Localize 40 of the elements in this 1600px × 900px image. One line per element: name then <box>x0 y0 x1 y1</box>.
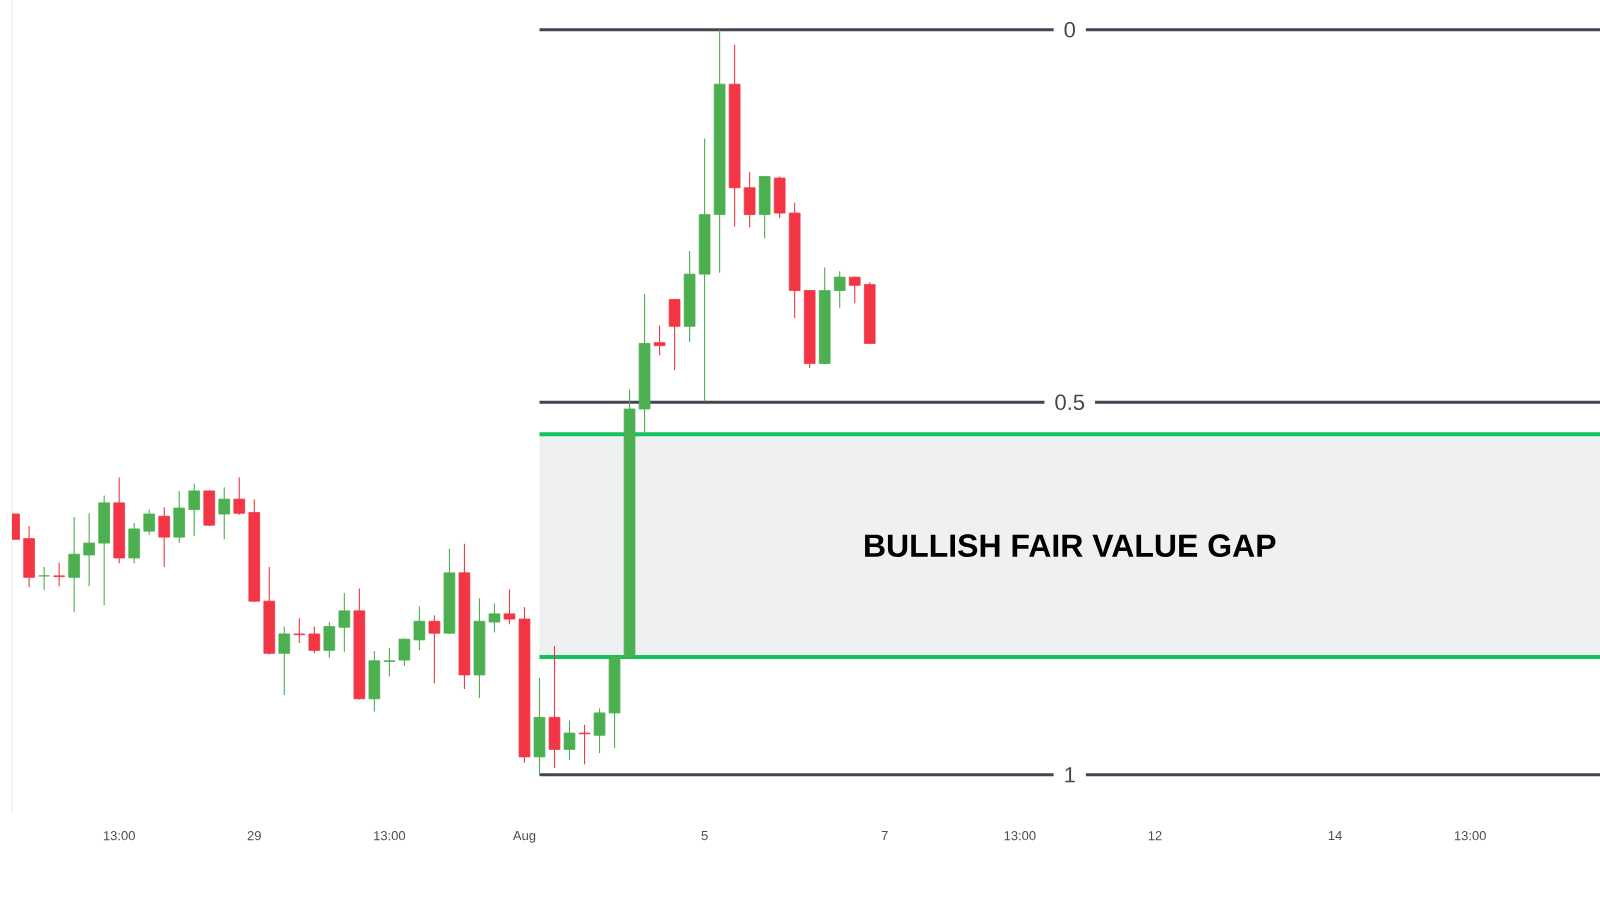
candlestick <box>428 614 441 684</box>
candlestick <box>503 588 516 625</box>
ref-line-label: 0 <box>1064 22 1075 38</box>
x-tick-label: 14 <box>1328 831 1342 841</box>
candlestick <box>143 509 155 536</box>
x-tick-label: 12 <box>1148 831 1162 841</box>
x-tick-label: 13:00 <box>1454 831 1486 841</box>
candlestick <box>848 275 861 304</box>
candlestick <box>83 512 95 587</box>
candlestick <box>398 637 411 667</box>
candlestick <box>833 270 846 309</box>
candlestick <box>563 719 576 761</box>
candlestick <box>653 325 666 356</box>
band-label: BULLISH FAIR VALUE GAP <box>865 534 1276 558</box>
x-tick-label: 13:00 <box>103 831 135 841</box>
x-tick-label: 13:00 <box>1004 831 1036 841</box>
candlestick <box>488 602 501 634</box>
x-tick-label: 7 <box>881 831 888 841</box>
x-tick-label: 13:00 <box>374 831 406 841</box>
candlestick <box>383 647 396 677</box>
ref-line-label: 1 <box>1065 767 1075 783</box>
candlestick <box>188 482 201 537</box>
candlestick <box>338 592 351 653</box>
candlestick <box>233 476 246 516</box>
candlestick <box>308 625 321 654</box>
x-tick-label: 5 <box>701 831 708 841</box>
candlestick <box>413 605 426 651</box>
x-tick-label: Aug <box>512 831 536 843</box>
candlestick <box>53 561 65 587</box>
candlestick <box>578 724 591 765</box>
candlestick <box>68 516 80 613</box>
candlestick <box>593 707 606 754</box>
candlestick <box>38 566 50 591</box>
ref-line-label: 0.5 <box>1055 394 1085 411</box>
candlestick <box>278 625 291 696</box>
candlestick <box>293 617 306 644</box>
candlestick <box>323 621 336 659</box>
candlestick <box>158 506 171 568</box>
candlestick <box>218 486 231 540</box>
x-tick-label: 29 <box>247 831 261 841</box>
